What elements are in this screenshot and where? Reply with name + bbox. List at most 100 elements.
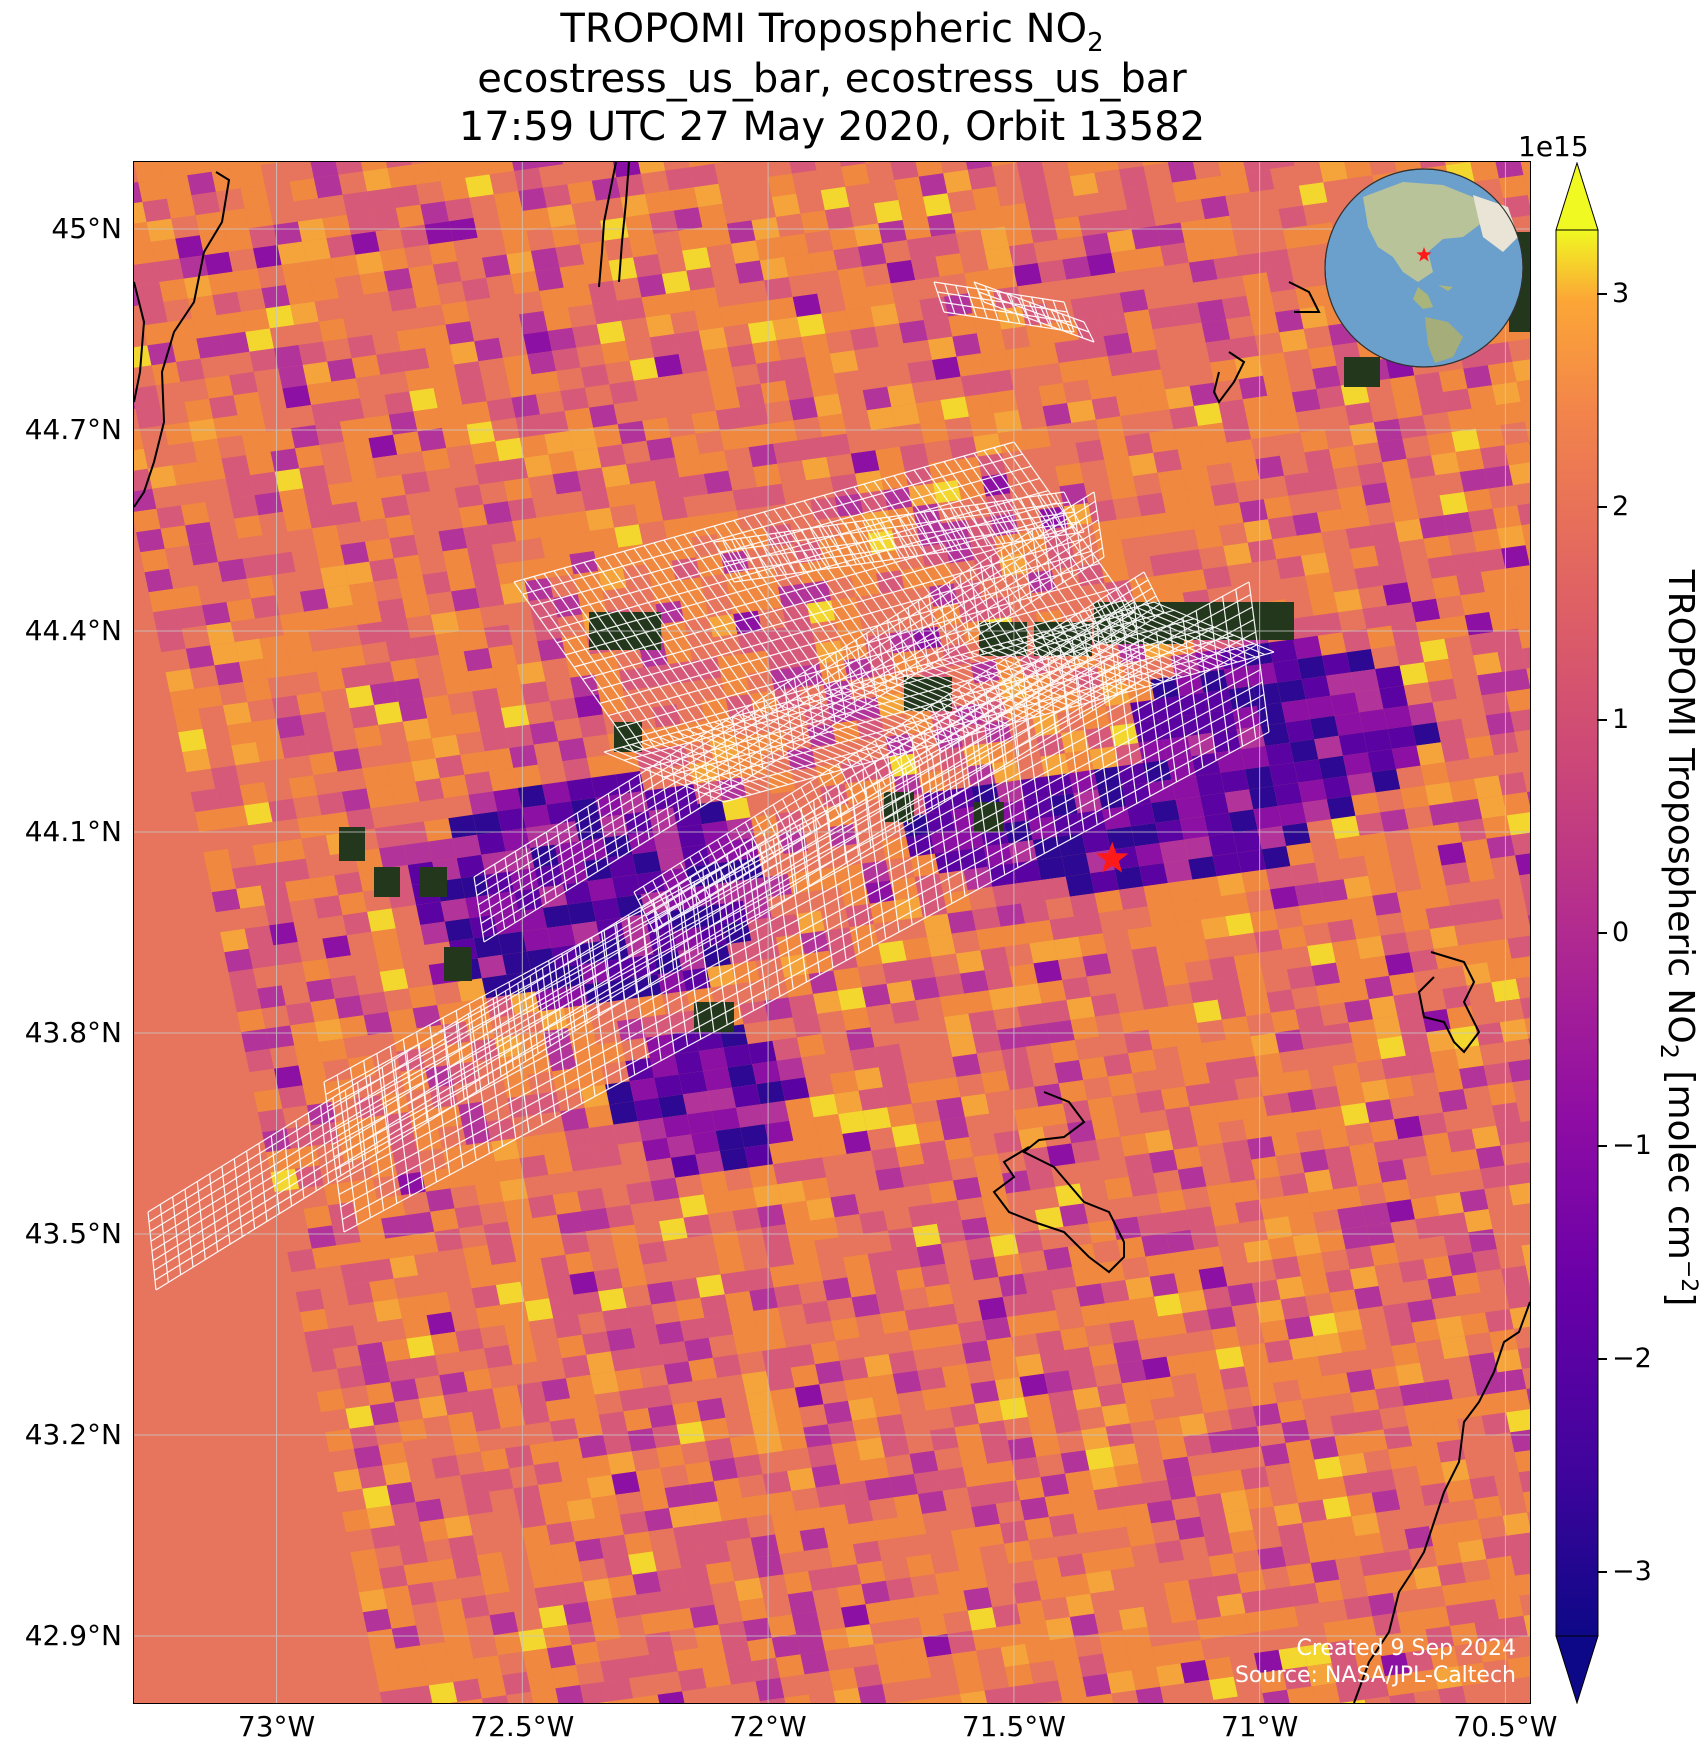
no2-pixel — [1042, 403, 1072, 427]
no2-pixel — [273, 942, 302, 966]
no2-pixel — [1519, 873, 1530, 896]
no2-pixel — [297, 815, 326, 839]
no2-pixel — [229, 371, 258, 396]
no2-pixel — [1030, 1063, 1059, 1087]
no2-pixel — [1394, 1115, 1423, 1140]
no2-pixel — [724, 1167, 753, 1191]
no2-pixel — [1101, 1403, 1131, 1427]
no2-pixel — [1046, 1020, 1075, 1044]
no2-pixel — [1178, 569, 1208, 593]
no2-pixel — [666, 1134, 696, 1158]
map-title-line2: ecostress_us_bar, ecostress_us_bar — [477, 56, 1187, 102]
no2-pixel — [1116, 1236, 1146, 1260]
no2-pixel — [799, 1404, 828, 1428]
no2-pixel — [1188, 1576, 1217, 1600]
no2-pixel — [1112, 496, 1142, 520]
no2-pixel — [575, 220, 605, 245]
no2-pixel — [442, 424, 471, 448]
no2-pixel — [707, 1087, 736, 1111]
no2-pixel — [571, 200, 601, 225]
no2-pixel — [565, 1251, 594, 1275]
no2-pixel — [1047, 1266, 1077, 1291]
no2-pixel — [488, 1488, 518, 1512]
no2-pixel — [1367, 1469, 1397, 1493]
no2-pixel — [1049, 1637, 1079, 1661]
no2-pixel — [322, 214, 351, 239]
no2-pixel — [989, 1110, 1019, 1134]
no2-pixel — [514, 291, 544, 315]
no2-pixel — [1254, 929, 1283, 953]
no2-pixel — [1145, 1253, 1175, 1277]
map-panel[interactable] — [134, 162, 1530, 1703]
no2-pixel — [880, 1434, 910, 1458]
no2-pixel — [340, 1262, 370, 1286]
no2-pixel — [456, 854, 486, 879]
no2-pixel — [826, 1174, 855, 1198]
pixel-grid — [134, 162, 1530, 1703]
no2-map[interactable] — [134, 162, 1530, 1703]
no2-pixel — [1209, 1079, 1239, 1103]
no2-pixel — [1088, 1220, 1117, 1244]
no2-pixel — [1020, 900, 1050, 924]
globe-land-greenland — [1473, 195, 1518, 252]
no2-pixel — [236, 1008, 266, 1033]
swath-line — [938, 588, 950, 654]
no2-pixel — [1082, 232, 1112, 257]
no2-pixel — [1451, 428, 1481, 452]
no2-pixel — [1177, 322, 1206, 346]
no2-pixel — [752, 463, 782, 488]
no2-pixel — [702, 1664, 732, 1688]
no2-pixel — [1128, 1049, 1157, 1074]
no2-pixel — [483, 1221, 512, 1245]
no2-pixel — [1459, 468, 1489, 492]
no2-pixel — [1523, 894, 1530, 916]
no2-pixel — [1234, 355, 1264, 380]
no2-pixel — [561, 634, 591, 658]
no2-pixel — [1130, 1543, 1160, 1567]
swath-line — [772, 804, 794, 845]
no2-pixel — [537, 1358, 566, 1382]
no2-pixel — [1078, 1653, 1107, 1677]
no2-pixel — [1364, 1696, 1391, 1703]
no2-pixel — [670, 310, 699, 334]
no2-pixel — [1268, 1359, 1298, 1383]
no2-pixel — [1274, 185, 1303, 209]
no2-pixel — [1307, 1663, 1336, 1687]
no2-pixel — [878, 343, 908, 367]
swath-line — [703, 643, 1255, 795]
no2-pixel — [190, 788, 220, 813]
no2-pixel — [156, 505, 186, 529]
no2-pixel — [1070, 1016, 1100, 1040]
no2-pixel — [1197, 1019, 1226, 1043]
no2-pixel — [891, 1123, 921, 1148]
no2-pixel — [184, 398, 214, 422]
no2-pixel — [614, 524, 643, 548]
no2-pixel — [1189, 382, 1219, 406]
no2-pixel — [850, 450, 880, 474]
no2-pixel — [537, 637, 566, 662]
no2-pixel — [1160, 366, 1190, 390]
no2-pixel — [721, 674, 750, 698]
no2-pixel — [752, 340, 781, 364]
no2-pixel — [718, 1621, 748, 1645]
no2-pixel — [426, 591, 456, 615]
no2-pixel — [1485, 1309, 1514, 1333]
no2-pixel — [852, 1540, 882, 1565]
no2-pixel — [1275, 1152, 1305, 1177]
no2-pixel — [1045, 1617, 1075, 1641]
no2-pixel — [450, 1185, 480, 1209]
no2-pixel — [617, 1017, 646, 1042]
no2-pixel — [291, 548, 321, 572]
no2-pixel — [1504, 1162, 1530, 1186]
no2-pixel — [690, 287, 720, 311]
no2-pixel — [840, 1480, 869, 1505]
no2-pixel — [996, 183, 1026, 207]
no2-pixel — [379, 845, 408, 869]
no2-pixel — [887, 383, 916, 407]
no2-pixel — [717, 1497, 747, 1522]
no2-pixel — [807, 1444, 837, 1468]
no2-pixel — [526, 948, 556, 972]
no2-pixel — [547, 327, 577, 351]
no2-pixel — [208, 395, 238, 419]
no2-pixel — [813, 1114, 843, 1138]
